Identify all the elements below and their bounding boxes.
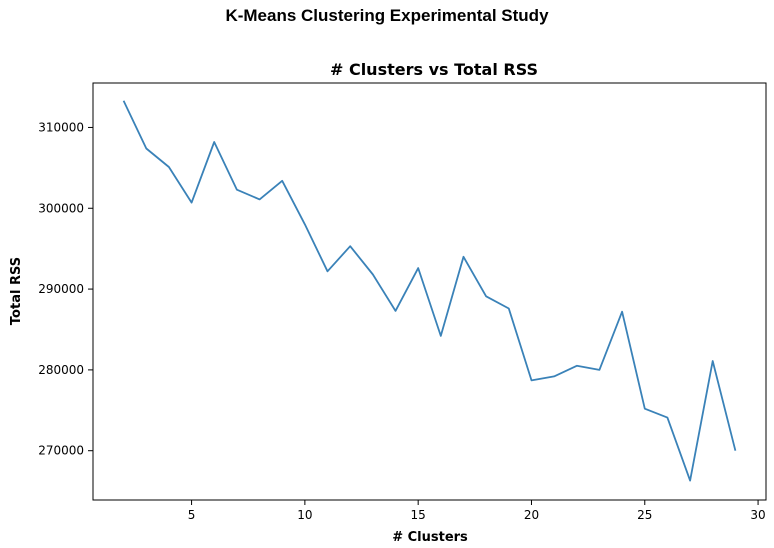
chart-title: # Clusters vs Total RSS xyxy=(330,60,538,79)
x-tick-label: 15 xyxy=(411,508,426,522)
page-title: K-Means Clustering Experimental Study xyxy=(225,6,549,25)
x-tick-label: 10 xyxy=(297,508,312,522)
y-tick-label: 270000 xyxy=(38,444,84,458)
y-tick-label: 280000 xyxy=(38,363,84,377)
y-tick-label: 290000 xyxy=(38,282,84,296)
x-axis-ticks: 5 10 15 20 25 30 xyxy=(188,500,766,522)
series-line xyxy=(122,100,737,482)
plot-frame xyxy=(92,82,767,501)
y-tick-label: 310000 xyxy=(38,120,84,134)
x-tick-label: 20 xyxy=(524,508,539,522)
x-tick-label: 30 xyxy=(750,508,765,522)
x-tick-label: 25 xyxy=(637,508,652,522)
y-tick-label: 300000 xyxy=(38,201,84,215)
y-axis-ticks: 270000 280000 290000 300000 310000 xyxy=(38,120,93,458)
x-tick-label: 5 xyxy=(188,508,196,522)
x-axis-label: # Clusters xyxy=(392,530,468,545)
y-axis-label: Total RSS xyxy=(9,257,24,325)
